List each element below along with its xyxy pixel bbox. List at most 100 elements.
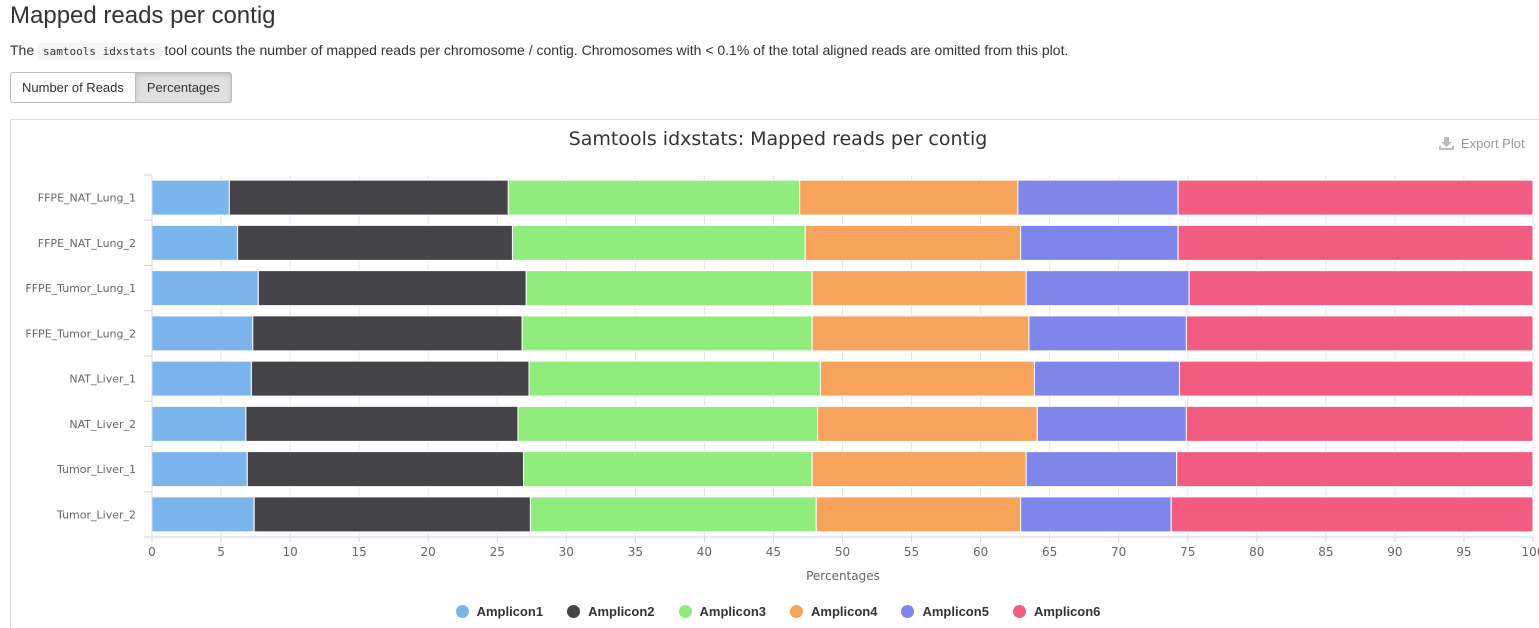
export-plot-label: Export Plot xyxy=(1461,136,1525,151)
tool-name-code: samtools idxstats xyxy=(38,43,161,60)
y-tick-label: NAT_Liver_1 xyxy=(69,373,136,386)
bar-segment-amplicon3 xyxy=(521,315,813,352)
x-tick-label: 25 xyxy=(490,545,505,559)
x-tick-label: 30 xyxy=(559,545,574,559)
bar-segment-amplicon3 xyxy=(517,405,819,442)
bar-segment-amplicon3 xyxy=(528,360,821,397)
legend-marker xyxy=(901,605,915,618)
x-tick-label: 35 xyxy=(628,545,643,559)
legend-item-amplicon6[interactable]: Amplicon6 xyxy=(1012,604,1101,619)
bar-segment-amplicon4 xyxy=(804,224,1022,261)
legend-label: Amplicon3 xyxy=(699,604,766,619)
x-tick-label: 70 xyxy=(1111,545,1126,559)
bar-segment-amplicon2 xyxy=(252,315,523,352)
x-tick-label: 55 xyxy=(904,545,919,559)
description-prefix: The xyxy=(10,42,35,58)
x-tick-label: 40 xyxy=(697,545,712,559)
y-tick-label: FFPE_Tumor_Lung_2 xyxy=(25,327,136,340)
legend-item-amplicon2[interactable]: Amplicon2 xyxy=(567,604,655,619)
bar-segment-amplicon6 xyxy=(1185,405,1534,442)
bar-segment-amplicon5 xyxy=(1033,360,1180,397)
number-of-reads-button[interactable]: Number of Reads xyxy=(10,72,136,103)
bar-segment-amplicon5 xyxy=(1025,270,1190,307)
percentages-button[interactable]: Percentages xyxy=(135,72,232,103)
bar-segment-amplicon1 xyxy=(151,224,239,261)
bar-segment-amplicon3 xyxy=(525,270,813,307)
bar-segment-amplicon1 xyxy=(151,496,255,533)
bar-segment-amplicon2 xyxy=(250,360,530,397)
y-tick-label: NAT_Liver_2 xyxy=(69,418,136,431)
x-tick-label: 90 xyxy=(1387,545,1402,559)
legend-marker xyxy=(678,605,692,618)
bar-segment-amplicon5 xyxy=(1025,451,1178,488)
view-toggle: Number of Reads Percentages xyxy=(10,72,232,103)
legend-label: Amplicon5 xyxy=(922,604,989,619)
bar-segment-amplicon4 xyxy=(815,496,1022,533)
bar-segment-amplicon4 xyxy=(799,179,1019,216)
bar-segment-amplicon3 xyxy=(511,224,806,261)
x-tick-label: 20 xyxy=(421,545,436,559)
legend-label: Amplicon2 xyxy=(588,604,655,619)
legend-marker xyxy=(790,605,803,618)
x-tick-label: 80 xyxy=(1249,545,1264,559)
bar-segment-amplicon1 xyxy=(151,315,254,352)
x-tick-label: 75 xyxy=(1180,545,1195,559)
x-axis: 0 5 10 15 20 25 30 35 40 45 50 55 60 65 70 75 80 85 90 95 10… xyxy=(148,536,1539,559)
legend-item-amplicon3[interactable]: Amplicon3 xyxy=(678,604,766,619)
bar-segment-amplicon1 xyxy=(151,451,248,488)
bar-segment-amplicon5 xyxy=(1017,179,1179,216)
bar-segment-amplicon4 xyxy=(817,405,1038,442)
bar-segment-amplicon1 xyxy=(151,270,259,307)
x-tick-label: 15 xyxy=(352,545,367,559)
x-axis-label: Percentages xyxy=(806,569,880,583)
x-tick-label: 5 xyxy=(217,545,225,559)
bar-segment-amplicon6 xyxy=(1177,179,1534,216)
bar-segment-amplicon1 xyxy=(151,360,252,397)
bar-segment-amplicon5 xyxy=(1028,315,1187,352)
x-tick-label: 45 xyxy=(766,545,781,559)
bar-segment-amplicon4 xyxy=(811,270,1027,307)
bar-segment-amplicon4 xyxy=(811,451,1027,488)
bar-segment-amplicon5 xyxy=(1020,224,1179,261)
y-tick-label: Tumor_Liver_1 xyxy=(56,463,136,476)
bar-segment-amplicon6 xyxy=(1176,451,1534,488)
bar-segment-amplicon4 xyxy=(811,315,1030,352)
bar-segment-amplicon5 xyxy=(1036,405,1187,442)
y-tick-label: FFPE_NAT_Lung_2 xyxy=(38,237,136,250)
legend-marker xyxy=(567,605,581,618)
bars xyxy=(151,179,1534,533)
chart-title: Samtools idxstats: Mapped reads per cont… xyxy=(569,128,988,150)
bar-segment-amplicon2 xyxy=(237,224,513,261)
description: The samtools idxstats tool counts the nu… xyxy=(10,42,1069,60)
bar-segment-amplicon2 xyxy=(228,179,509,216)
legend-item-amplicon1[interactable]: Amplicon1 xyxy=(455,604,543,619)
x-tick-label: 10 xyxy=(282,545,297,559)
bar-segment-amplicon6 xyxy=(1188,270,1534,307)
download-icon xyxy=(1439,137,1454,150)
legend-item-amplicon5[interactable]: Amplicon5 xyxy=(901,604,989,619)
bar-segment-amplicon2 xyxy=(257,270,527,307)
export-plot-button[interactable]: Export Plot xyxy=(1438,136,1525,151)
x-tick-label: 60 xyxy=(973,545,988,559)
bar-segment-amplicon6 xyxy=(1177,224,1534,261)
bar-segment-amplicon3 xyxy=(529,496,817,533)
bar-segment-amplicon3 xyxy=(522,451,813,488)
description-suffix: tool counts the number of mapped reads p… xyxy=(164,42,1069,58)
bar-segment-amplicon6 xyxy=(1170,496,1534,533)
page-title: Mapped reads per contig xyxy=(10,2,276,29)
legend-label: Amplicon6 xyxy=(1033,604,1101,619)
x-tick-label: 50 xyxy=(835,545,850,559)
legend-marker xyxy=(1012,605,1026,618)
bar-segment-amplicon2 xyxy=(245,405,519,442)
legend-item-amplicon4[interactable]: Amplicon4 xyxy=(790,604,877,619)
bar-segment-amplicon3 xyxy=(507,179,801,216)
x-tick-label: 95 xyxy=(1456,545,1471,559)
chart-legend: Amplicon1 Amplicon2 Amplicon3 Amplicon4 Ampl… xyxy=(0,604,1539,619)
bar-segment-amplicon1 xyxy=(151,179,230,216)
x-tick-label: 65 xyxy=(1042,545,1057,559)
plot-container xyxy=(10,119,1539,628)
x-tick-label: 100 xyxy=(1522,545,1539,559)
legend-label: Amplicon4 xyxy=(811,604,878,619)
y-tick-label: FFPE_NAT_Lung_1 xyxy=(38,192,136,205)
y-tick-label: FFPE_Tumor_Lung_1 xyxy=(25,282,136,295)
